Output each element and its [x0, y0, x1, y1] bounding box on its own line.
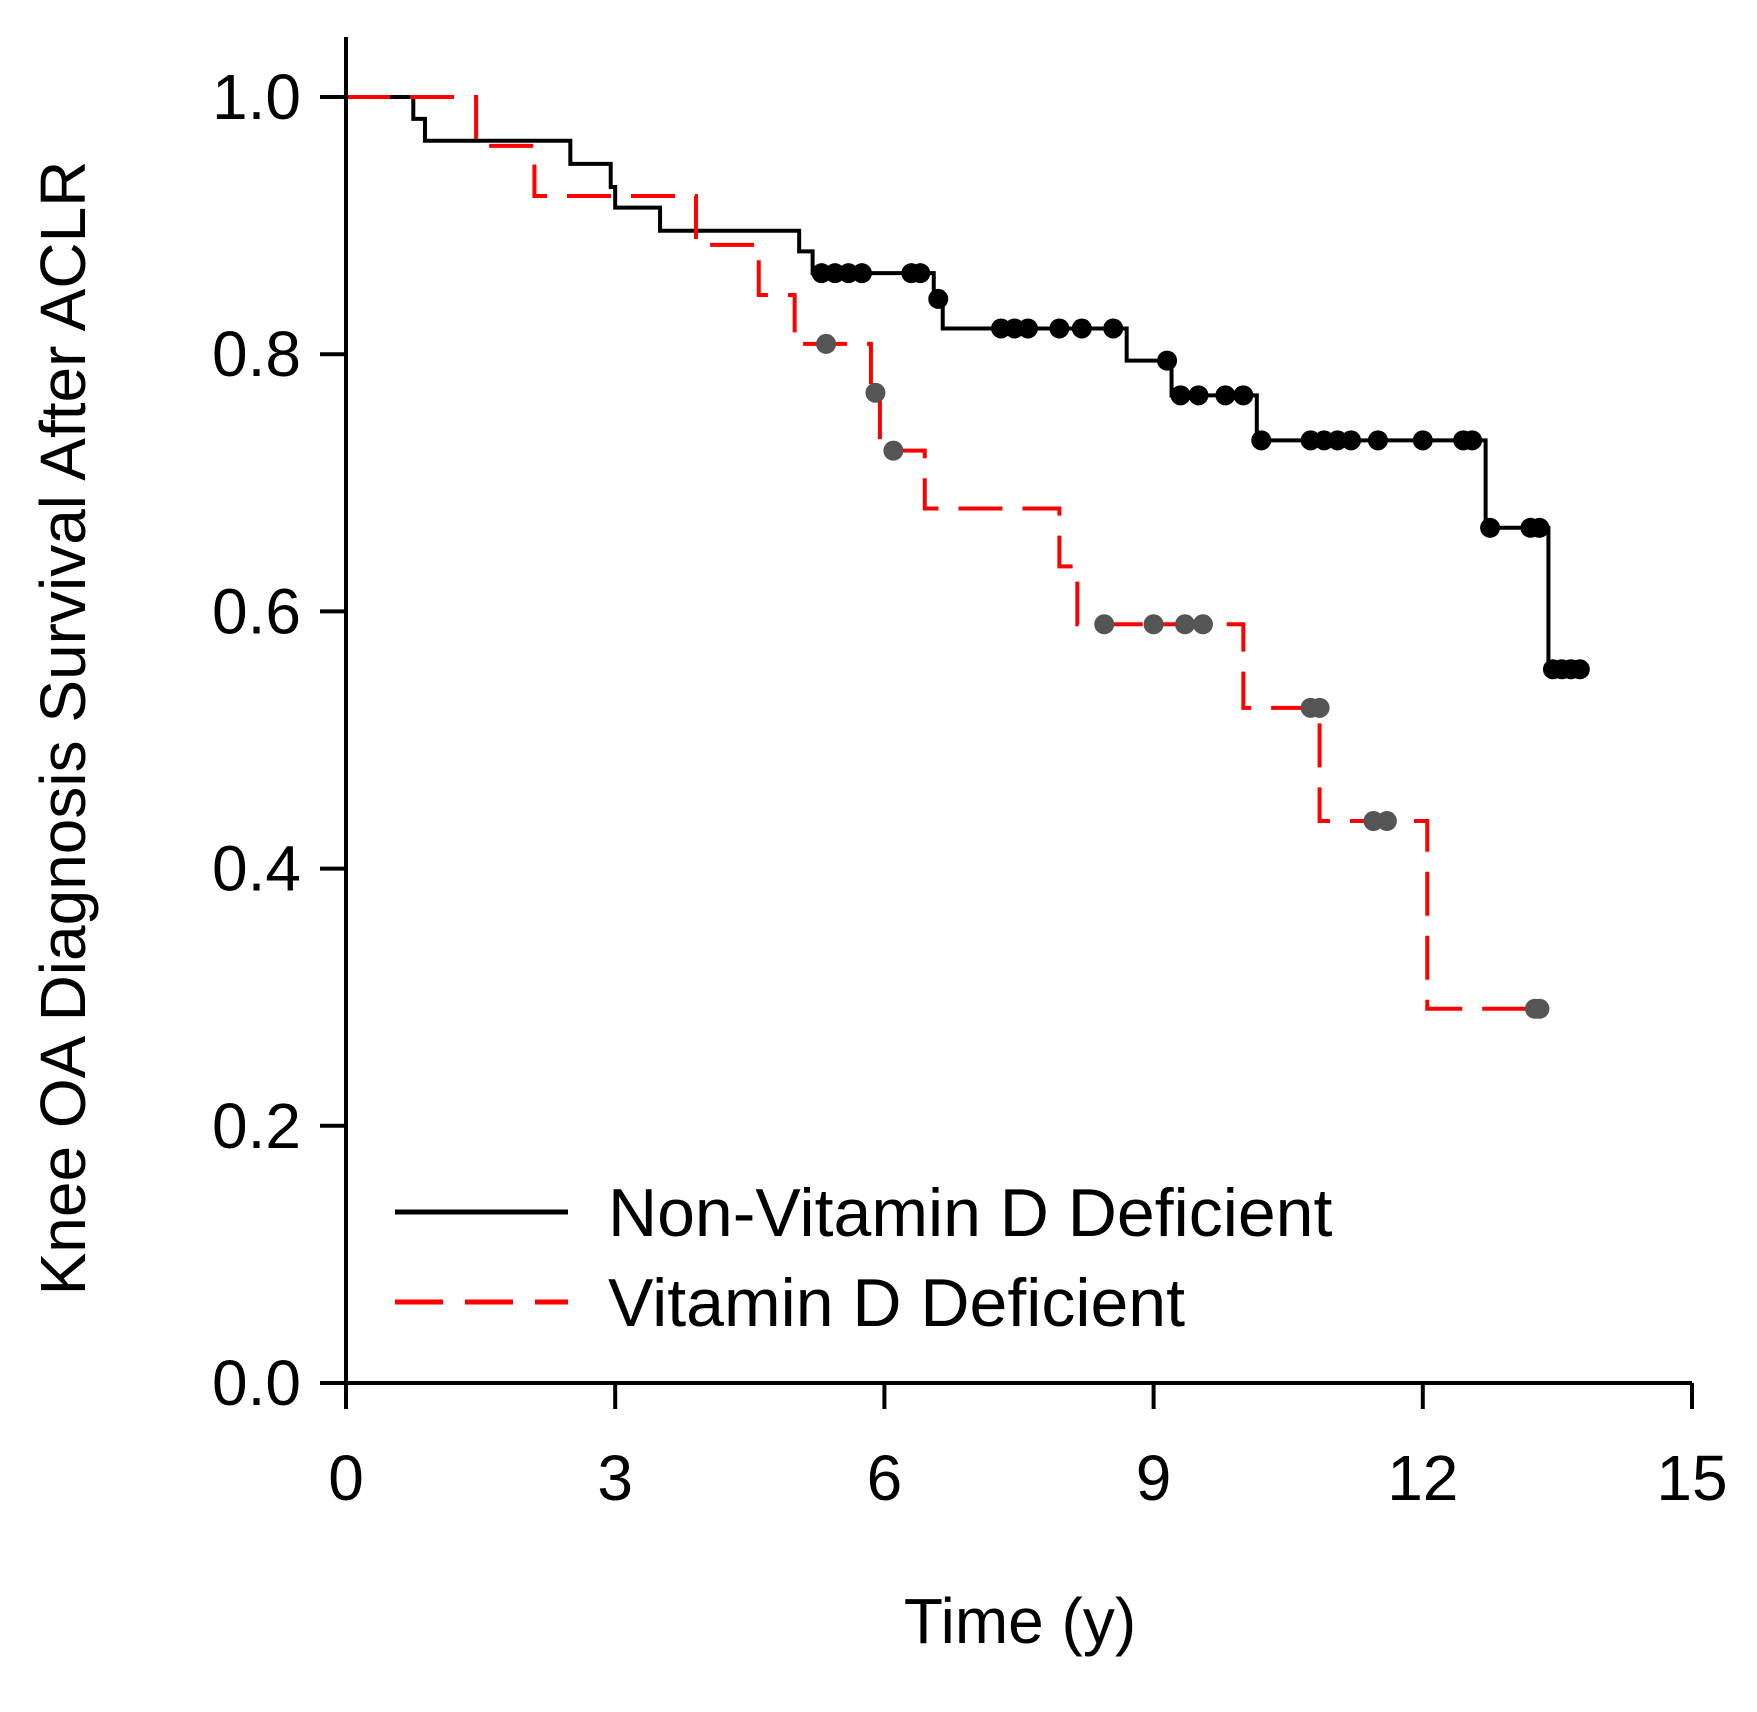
x-tick-label: 12: [1387, 1442, 1458, 1514]
censor-mark-series-2: [883, 440, 904, 461]
censor-mark-series-1: [1017, 318, 1038, 339]
x-tick-label: 6: [867, 1442, 903, 1514]
censor-mark-series-2: [1309, 697, 1330, 718]
legend-label-1: Non-Vitamin D Deficient: [608, 1175, 1332, 1251]
censor-mark-series-2: [1376, 811, 1397, 832]
y-tick-label: 0.0: [212, 1347, 301, 1419]
censor-mark-series-1: [1569, 659, 1590, 680]
censor-mark-series-1: [1071, 318, 1092, 339]
censor-mark-series-2: [1529, 998, 1550, 1019]
censor-mark-series-1: [1462, 430, 1483, 451]
y-tick-label: 0.8: [212, 318, 301, 390]
x-tick-label: 9: [1136, 1442, 1172, 1514]
plot-area: [346, 95, 1590, 1019]
legend: Non-Vitamin D Deficient Vitamin D Deficie…: [395, 1175, 1332, 1341]
censor-mark-series-1: [1157, 350, 1178, 371]
censor-mark-series-1: [851, 263, 872, 284]
legend-label-2: Vitamin D Deficient: [608, 1265, 1185, 1341]
censor-mark-series-1: [1170, 385, 1191, 406]
censor-mark-series-1: [1480, 517, 1501, 538]
series-line-2: [346, 95, 1540, 1011]
x-tick-label: 3: [597, 1442, 633, 1514]
x-tick-label: 0: [328, 1442, 364, 1514]
censor-mark-series-1: [928, 288, 949, 309]
censor-mark-series-1: [1251, 430, 1272, 451]
censor-mark-series-1: [1188, 385, 1209, 406]
censor-mark-series-2: [816, 333, 837, 354]
censor-mark-series-2: [1094, 614, 1115, 635]
censor-mark-series-2: [865, 382, 886, 403]
censor-mark-series-1: [1233, 385, 1254, 406]
censor-mark-series-1: [1103, 318, 1124, 339]
x-tick-label: 15: [1656, 1442, 1727, 1514]
censor-mark-series-1: [1412, 430, 1433, 451]
censor-mark-series-1: [1529, 517, 1550, 538]
x-axis-title: Time (y): [904, 1585, 1136, 1657]
axes: 0.0 0.2 0.4 0.6 0.8 1.0 0 3 6 9 12 15: [212, 37, 1728, 1514]
censor-mark-series-1: [910, 263, 931, 284]
censor-mark-series-1: [1049, 318, 1070, 339]
censor-mark-series-1: [1215, 385, 1236, 406]
censor-mark-series-1: [1341, 430, 1362, 451]
y-tick-label: 0.2: [212, 1090, 301, 1162]
censor-mark-series-2: [1192, 614, 1213, 635]
y-tick-label: 0.6: [212, 575, 301, 647]
y-tick-label: 0.4: [212, 833, 301, 905]
censor-mark-series-2: [1143, 614, 1164, 635]
y-axis-title: Knee OA Diagnosis Survival After ACLR: [27, 161, 99, 1296]
censor-mark-series-1: [1367, 430, 1388, 451]
series-line-1: [346, 95, 1585, 672]
y-tick-label: 1.0: [212, 61, 301, 133]
censor-mark-series-2: [1175, 614, 1196, 635]
